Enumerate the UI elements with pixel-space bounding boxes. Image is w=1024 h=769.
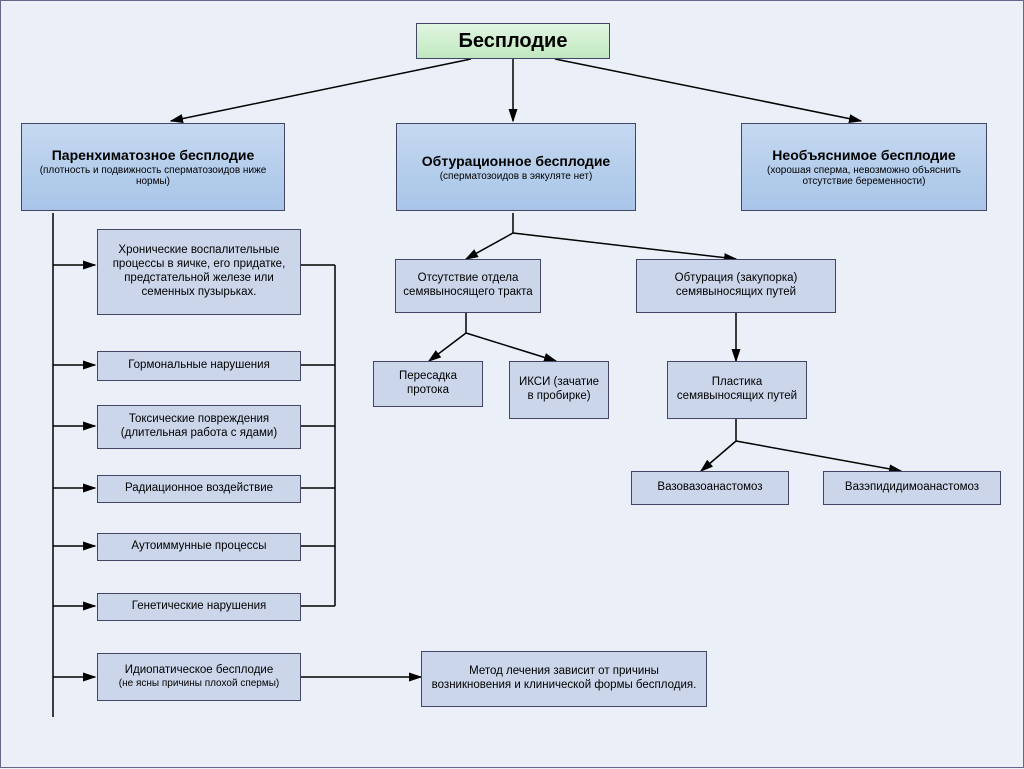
note-box: Метод лечения зависит от причины возникн… — [421, 651, 707, 707]
category-obtur: Обтурационное бесплодие (сперматозоидов … — [396, 123, 636, 211]
left-item-5: Аутоиммунные процессы — [97, 533, 301, 561]
node-vaz2: Вазэпидидимоанастомоз — [823, 471, 1001, 505]
cat-sub: (плотность и подвижность сперматозоидов … — [28, 165, 278, 187]
cat-sub: (хорошая сперма, невозможно объяснить от… — [748, 165, 980, 187]
node-peresadka: Пересадка протока — [373, 361, 483, 407]
root-node: Бесплодие — [416, 23, 610, 59]
node-iksi: ИКСИ (зачатие в пробирке) — [509, 361, 609, 419]
left-item-2: Гормональные нарушения — [97, 351, 301, 381]
cat-title: Паренхиматозное бесплодие — [52, 147, 255, 163]
left-item-1: Хронические воспалительные процессы в яи… — [97, 229, 301, 315]
cat-title: Обтурационное бесплодие — [422, 153, 610, 169]
cat-sub: (сперматозоидов в эякуляте нет) — [440, 171, 593, 182]
category-neob: Необъяснимое бесплодие (хорошая сперма, … — [741, 123, 987, 211]
category-parenh: Паренхиматозное бесплодие (плотность и п… — [21, 123, 285, 211]
node-plastika: Пластика семявыносящих путей — [667, 361, 807, 419]
root-label: Бесплодие — [459, 30, 568, 53]
node-absent: Отсутствие отдела семявыносящего тракта — [395, 259, 541, 313]
node-obtur2: Обтурация (закупорка) семявыносящих путе… — [636, 259, 836, 313]
left-item-6: Генетические нарушения — [97, 593, 301, 621]
left-item-4: Радиационное воздействие — [97, 475, 301, 503]
left-item-7: Идиопатическое бесплодие (не ясны причин… — [97, 653, 301, 701]
left-item-3: Токсические повреждения (длительная рабо… — [97, 405, 301, 449]
cat-title: Необъяснимое бесплодие — [772, 147, 955, 163]
node-vaz1: Вазовазоанастомоз — [631, 471, 789, 505]
